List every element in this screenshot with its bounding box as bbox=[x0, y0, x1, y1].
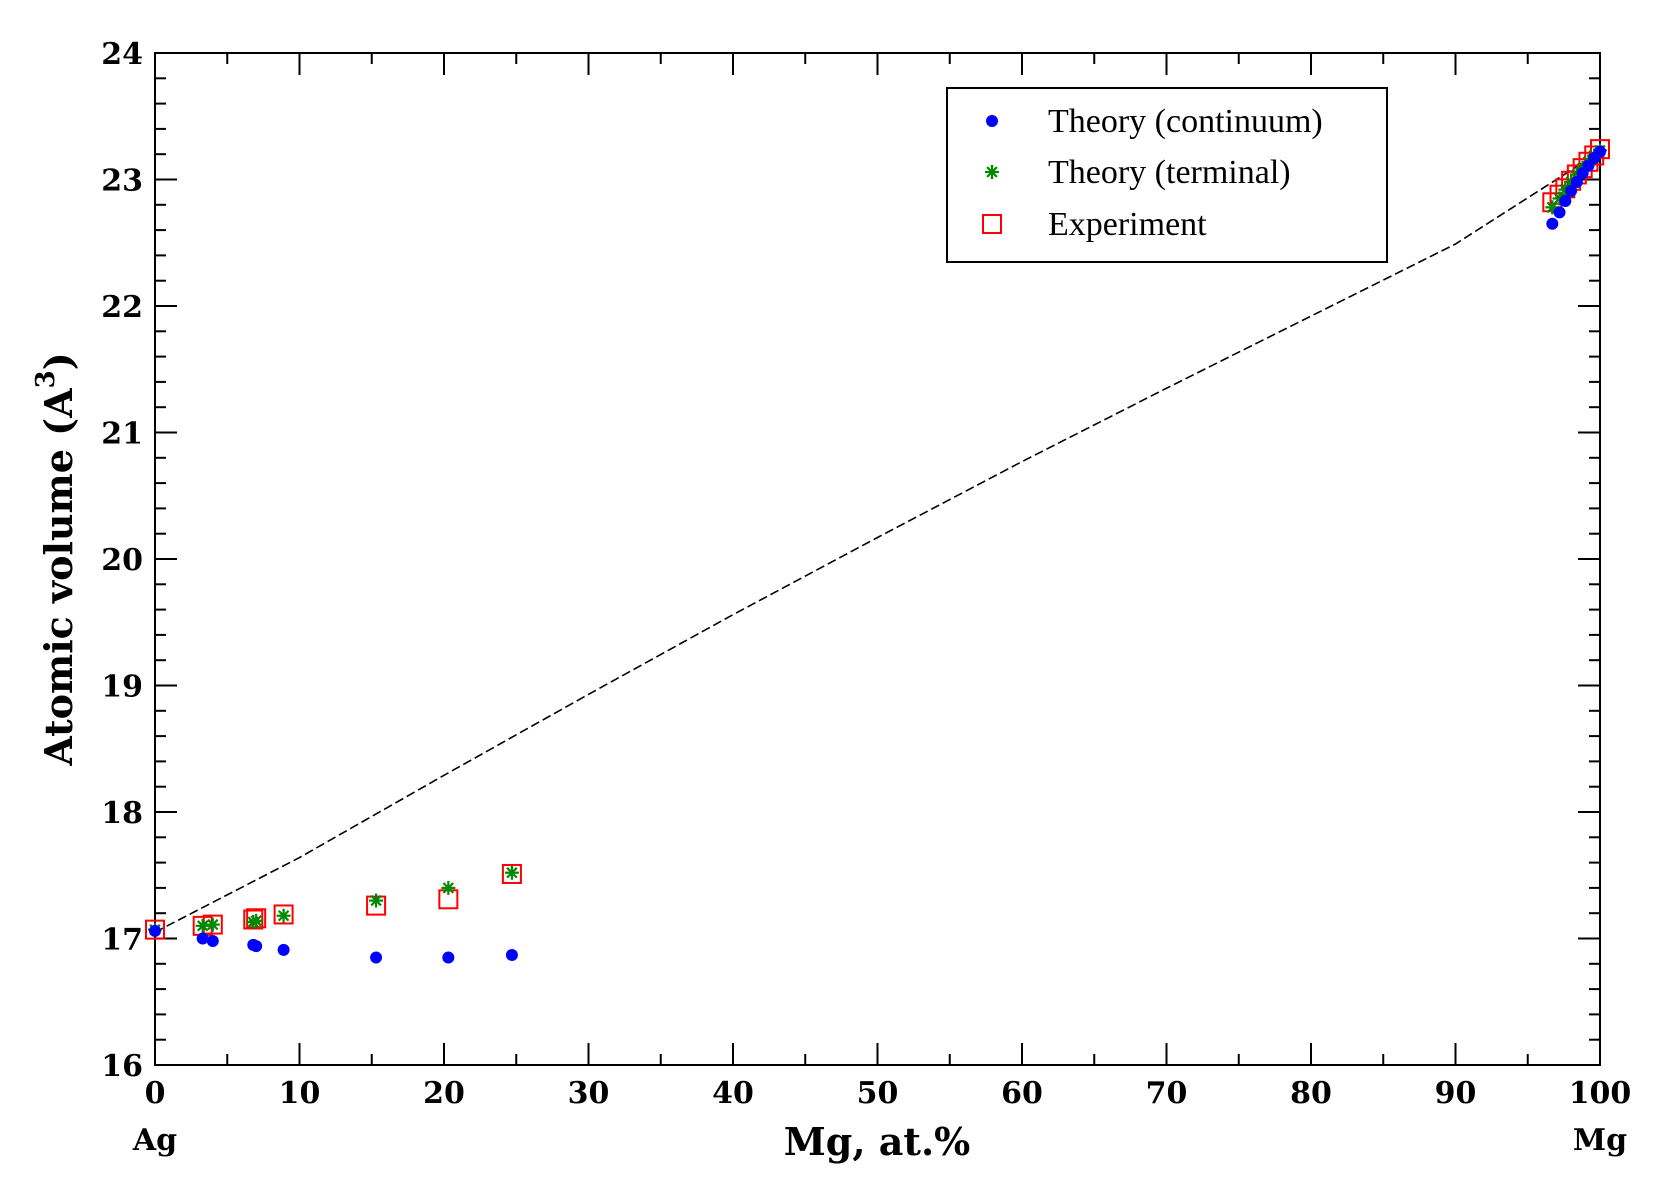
x-tick-label: 30 bbox=[568, 1076, 610, 1111]
y-axis-title: Atomic volume (A3) bbox=[31, 352, 81, 766]
legend-markers bbox=[982, 115, 1002, 234]
data-point-square-open bbox=[501, 863, 522, 884]
legend-label-continuum: Theory (continuum) bbox=[1048, 103, 1323, 140]
data-point-star bbox=[441, 880, 456, 895]
data-points bbox=[145, 139, 1610, 964]
y-tick-label: 23 bbox=[101, 164, 143, 199]
data-point-square-open bbox=[273, 904, 294, 925]
y-tick-label: 21 bbox=[101, 417, 143, 452]
data-point-circle bbox=[442, 951, 455, 964]
data-point-star bbox=[369, 893, 384, 908]
data-point-circle bbox=[196, 932, 209, 945]
data-point-circle bbox=[1570, 176, 1583, 189]
data-point-star bbox=[504, 865, 519, 880]
legend-marker-star bbox=[985, 165, 999, 179]
legend-marker-square-open bbox=[982, 214, 1002, 234]
y-tick-label: 24 bbox=[101, 37, 143, 72]
y-axis-title-close: ) bbox=[36, 352, 81, 370]
y-tick-label: 22 bbox=[101, 290, 143, 325]
y-axis-title-main: Atomic volume (A bbox=[36, 388, 81, 767]
axis-tick-labels: 0 10 20 30 40 50 60 70 80 90 100 16 17 18 19 20 21 22 23 24 bbox=[101, 37, 1631, 1111]
reference-line bbox=[154, 150, 1601, 933]
data-point-circle bbox=[505, 948, 518, 961]
data-point-circle bbox=[277, 943, 290, 956]
data-point-circle bbox=[1546, 217, 1559, 230]
data-point-star bbox=[249, 913, 264, 928]
y-tick-label: 16 bbox=[101, 1049, 143, 1084]
data-point-circle bbox=[250, 940, 263, 953]
data-point-circle bbox=[370, 951, 383, 964]
data-point-circle bbox=[1594, 145, 1606, 158]
x-axis-title: Mg, at.% bbox=[784, 1119, 971, 1164]
data-point-star bbox=[195, 918, 210, 933]
legend: Theory (continuum) Theory (terminal) Exp… bbox=[946, 87, 1388, 263]
legend-label-experiment: Experiment bbox=[1048, 206, 1207, 243]
y-tick-label: 19 bbox=[101, 670, 143, 705]
data-point-circle bbox=[1565, 184, 1578, 197]
data-point-circle bbox=[1559, 195, 1572, 208]
x-tick-label: 40 bbox=[712, 1076, 754, 1111]
data-point-star bbox=[205, 917, 220, 932]
data-point-circle bbox=[149, 924, 161, 937]
data-point-circle bbox=[1553, 206, 1566, 219]
x-tick-label: 10 bbox=[279, 1076, 321, 1111]
data-point-square-open bbox=[145, 919, 165, 940]
svg-text:Atomic volume (A3): Atomic volume (A3) bbox=[31, 352, 81, 766]
y-tick-label: 18 bbox=[101, 796, 143, 831]
x-tick-label: 100 bbox=[1569, 1076, 1632, 1111]
x-tick-label: 20 bbox=[423, 1076, 465, 1111]
x-end-label-right: Mg bbox=[1573, 1123, 1627, 1158]
x-tick-label: 80 bbox=[1290, 1076, 1332, 1111]
data-point-star bbox=[276, 908, 291, 923]
data-point-circle bbox=[206, 935, 219, 948]
y-tick-label: 20 bbox=[101, 543, 143, 578]
x-tick-label: 50 bbox=[857, 1076, 899, 1111]
legend-box bbox=[946, 87, 1388, 263]
x-tick-label: 70 bbox=[1146, 1076, 1188, 1111]
x-end-label-left: Ag bbox=[132, 1123, 177, 1158]
y-axis-title-superscript: 3 bbox=[31, 370, 61, 388]
x-tick-label: 0 bbox=[145, 1076, 166, 1111]
x-tick-label: 90 bbox=[1435, 1076, 1477, 1111]
x-tick-label: 60 bbox=[1001, 1076, 1043, 1111]
y-tick-label: 17 bbox=[101, 923, 143, 958]
reference-line-group bbox=[154, 150, 1601, 933]
legend-marker-circle bbox=[986, 115, 998, 127]
legend-label-terminal: Theory (terminal) bbox=[1048, 154, 1291, 191]
